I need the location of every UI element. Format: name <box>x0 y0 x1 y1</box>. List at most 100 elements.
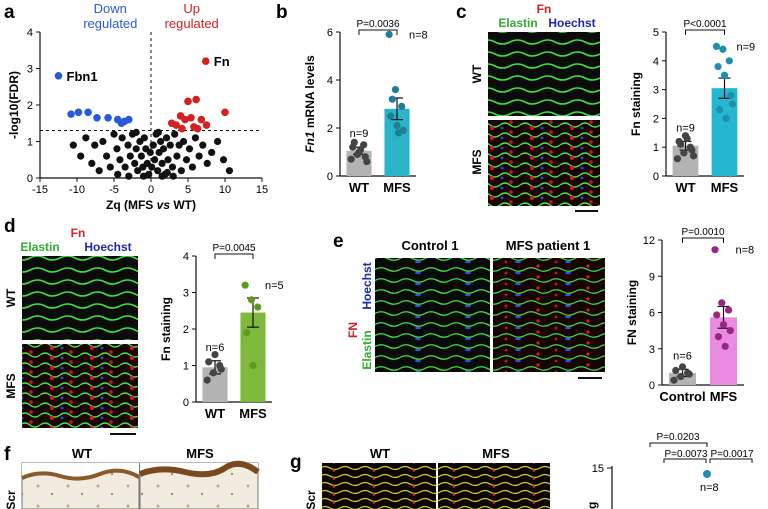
data-point <box>388 95 396 103</box>
n-label: n=8 <box>409 29 428 41</box>
gene-label: Fn <box>214 54 230 69</box>
ns-point <box>151 156 159 164</box>
y-tick-label: 0 <box>27 173 33 185</box>
data-point <box>724 306 733 314</box>
title-up: regulated <box>165 16 219 31</box>
up-point <box>202 121 211 129</box>
x-tick-label: 0 <box>148 184 154 196</box>
y-axis-label: FN staining <box>625 280 639 345</box>
data-point <box>712 42 721 51</box>
down-point <box>74 108 83 117</box>
title-up: Up <box>183 1 200 16</box>
significance-bracket <box>358 29 398 35</box>
y-tick-label: 2 <box>27 100 33 112</box>
micro-f-side-scr: Scr <box>4 490 18 509</box>
micrograph-c-mfs <box>488 120 600 206</box>
micro-d-title-hoechst: Hoechst <box>84 240 131 254</box>
y-tick-label: 9 <box>649 271 655 283</box>
ns-point <box>182 156 191 164</box>
down-point <box>67 110 75 118</box>
n-label: n=9 <box>350 128 369 140</box>
micro-e-side-fn: FN <box>346 322 360 338</box>
p-value: P=0.0073 <box>664 449 708 460</box>
bar-chart-g-partial: 15 n=8 P=0.0203 P=0.0073 P=0.0017 g <box>585 432 754 509</box>
ns-point <box>91 141 99 149</box>
ns-point <box>95 167 103 175</box>
data-point <box>725 57 733 65</box>
y-tick-label: 4 <box>327 75 333 87</box>
y-tick-label: 3 <box>653 85 659 97</box>
data-point <box>398 102 406 110</box>
ns-point <box>77 152 85 160</box>
data-point <box>678 363 687 371</box>
y-axis-label: Fn staining <box>159 297 173 361</box>
ns-point <box>195 152 203 160</box>
ns-point <box>177 167 185 175</box>
bar-chart-fn-staining-d: 0 1 2 3 4 WT MFS n=6 n=5 P=0.0045 Fn staining <box>159 243 284 421</box>
data-point <box>350 138 358 146</box>
micro-e-col-control: Control 1 <box>401 238 458 253</box>
ns-point <box>99 137 107 146</box>
bar-chart-fn-staining-c: 0 1 2 3 4 5 WT MFS n=9 n=9 P<0.0001 Fn staining <box>629 19 755 195</box>
micro-d-row-mfs: MFS <box>4 373 18 398</box>
data-point <box>718 299 726 307</box>
data-point <box>720 71 729 79</box>
ns-point <box>185 145 194 153</box>
data-point <box>722 114 730 122</box>
data-point <box>719 320 728 329</box>
up-point <box>184 97 192 106</box>
data-point <box>688 146 696 154</box>
data-point <box>689 152 698 160</box>
significance-bracket <box>682 237 724 243</box>
data-point <box>716 106 724 114</box>
y-tick-label: 3 <box>183 288 189 300</box>
data-point <box>677 372 685 381</box>
micrograph-e-mfs <box>493 258 605 372</box>
ns-point <box>225 167 234 175</box>
n-label: n=8 <box>736 245 755 257</box>
data-point <box>247 296 256 304</box>
micro-f-col-wt: WT <box>72 446 92 461</box>
down-point <box>54 72 63 80</box>
data-point <box>387 112 395 120</box>
y-tick-label: 4 <box>183 251 189 263</box>
up-point <box>167 119 176 128</box>
ns-point <box>158 172 166 180</box>
p-value: P=0.0017 <box>710 449 754 460</box>
micro-d-title-elastin: Elastin <box>20 240 59 254</box>
panel-letter-c: c <box>456 2 467 23</box>
up-point <box>181 115 189 124</box>
significance-bracket <box>663 458 707 463</box>
x-axis-label: Zq (MFS vs WT) <box>106 198 196 212</box>
micro-c-row-wt: WT <box>470 64 484 83</box>
ns-point <box>157 137 165 146</box>
y-tick-label: 0 <box>183 397 189 409</box>
ns-point <box>140 172 148 180</box>
category-label: WT <box>205 406 225 421</box>
significance-bracket <box>685 29 725 35</box>
data-point <box>249 361 257 370</box>
ns-point <box>188 163 197 171</box>
panel-letter-g: g <box>290 452 302 473</box>
y-tick-label: 2 <box>183 324 189 336</box>
significance-bracket <box>709 458 753 463</box>
ns-point <box>208 148 216 157</box>
panel-letter-e: e <box>333 231 344 252</box>
bar-chart-fn-staining-e: 0 3 6 9 12 Control MFS n=6 n=8 P=0.0010 FN stainin… <box>625 227 754 404</box>
ns-point <box>82 134 90 142</box>
up-point <box>178 124 186 133</box>
ns-point <box>125 172 133 180</box>
micrograph-d-wt <box>22 256 138 340</box>
p-value: P=0.0036 <box>356 19 400 30</box>
p-value: P=0.0045 <box>212 243 256 254</box>
data-point <box>394 129 403 137</box>
data-point <box>393 122 401 130</box>
ns-point <box>191 134 199 142</box>
ns-point <box>88 159 96 167</box>
title-down: regulated <box>83 16 137 31</box>
y-tick-label: 12 <box>643 235 655 247</box>
ns-point <box>126 152 134 160</box>
data-point <box>714 62 722 71</box>
data-point <box>721 342 729 350</box>
